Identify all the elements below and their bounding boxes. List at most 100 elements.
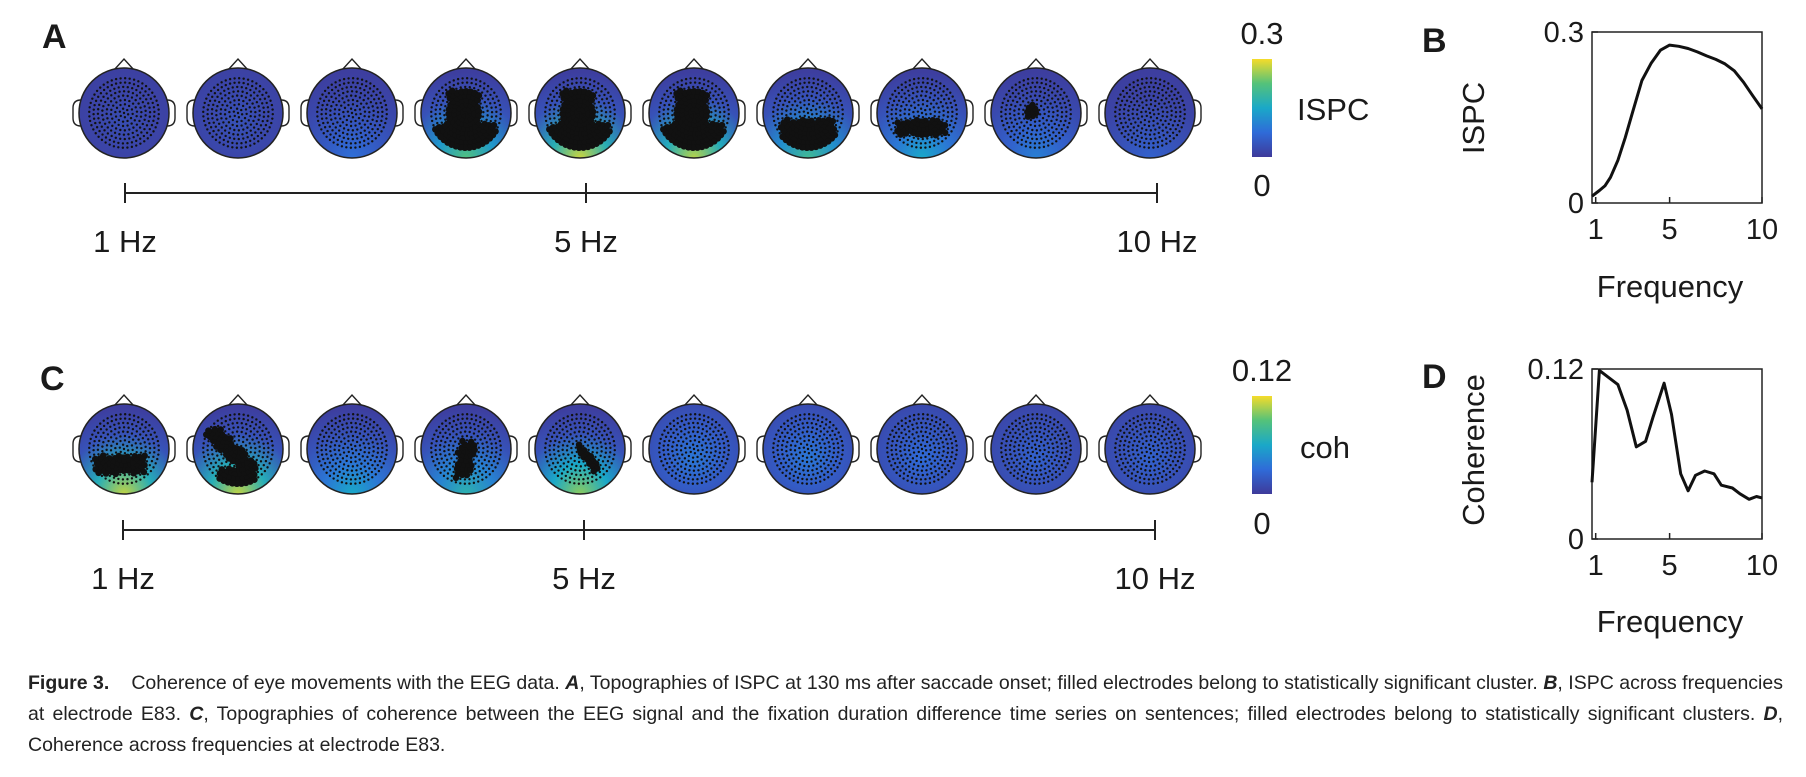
electrode [659,437,662,441]
electrode [700,87,704,90]
electrode [459,482,462,485]
caption-c-letter: C [189,703,204,725]
electrode [130,141,134,144]
electrode [128,413,131,416]
electrode [828,98,832,101]
electrode [689,473,692,477]
electrode [953,99,956,102]
electrode [555,99,559,102]
electrode [1153,90,1156,93]
electrode [1025,97,1028,100]
electrode [814,87,818,90]
electrode [591,446,595,449]
electrode [714,445,717,449]
electrode [240,444,243,448]
electrode [934,469,937,473]
electrode [202,110,205,114]
electrode [138,427,142,430]
electrode [202,451,205,454]
electrode [139,106,142,109]
electrode [1055,127,1058,131]
electrode [211,95,214,99]
electrode [570,472,574,475]
electrode [921,81,925,84]
electrode [1018,97,1022,100]
electrode [824,423,828,426]
electrode [1025,433,1028,436]
electrode [698,413,701,416]
electrode [708,91,712,94]
electrode [911,433,914,436]
electrode [676,453,679,456]
topomap-nose [569,393,591,407]
electrode [474,419,478,422]
electrode [367,142,370,145]
electrode [947,433,951,436]
electrode [1034,85,1037,89]
electrode [114,82,118,85]
electrode [325,453,328,456]
electrode [574,426,577,429]
electrode [702,78,706,81]
electrode [100,125,104,128]
electrode [1010,457,1013,460]
electrode [827,463,830,467]
electrode [708,462,712,465]
electrode [443,469,446,472]
electrode [1164,462,1168,465]
electrode [499,453,502,456]
electrode [814,481,818,485]
electrode [244,122,247,125]
electrode [358,145,362,149]
electrode [349,482,353,485]
electrode [448,468,452,471]
electrode [718,463,721,467]
electrode [826,94,829,97]
electrode [430,119,434,123]
electrode [91,97,94,100]
electrode [1009,95,1012,99]
electrode [1046,434,1049,438]
electrode [592,420,596,424]
electrode [780,108,784,111]
electrode [1152,113,1156,116]
electrode [666,444,670,447]
electrode [1120,457,1123,461]
electrode [807,413,811,416]
electrode [334,117,337,120]
electrode [941,463,944,467]
electrode [338,419,341,423]
electrode [258,98,262,101]
electrode [1116,124,1119,127]
electrode [253,451,257,454]
electrode [785,469,788,472]
electrode [1034,421,1037,425]
topomap-6hz [642,393,746,495]
electrode [683,423,686,426]
electrode [558,118,561,121]
electrode [680,470,683,474]
electrode [672,118,675,121]
electrode [783,422,786,425]
electrode [823,97,826,100]
electrode [551,89,555,93]
electrode [710,110,713,114]
electrode [1054,94,1057,97]
electrode [899,449,902,453]
electrode [1056,109,1059,113]
electrode [343,101,346,104]
electrode [157,448,160,452]
electrode [371,140,374,143]
electrode [658,106,661,109]
electrode [552,444,556,447]
electrode [330,83,333,86]
electrode [484,430,487,433]
electrode [376,111,380,114]
electrode [127,440,131,444]
electrode [209,462,213,465]
electrode [322,435,326,439]
electrode [465,81,469,84]
electrode [924,142,927,145]
electrode [829,460,833,463]
electrode [218,136,222,139]
